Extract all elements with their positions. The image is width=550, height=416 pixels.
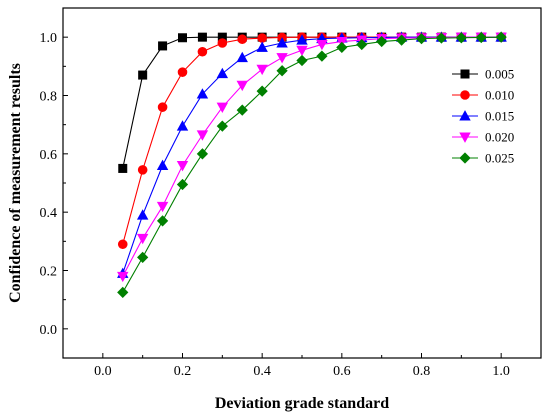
legend-label: 0.015 bbox=[485, 109, 514, 124]
data-point bbox=[137, 251, 149, 263]
legend-marker bbox=[460, 90, 470, 100]
data-point bbox=[216, 120, 228, 132]
data-point bbox=[158, 41, 168, 51]
data-point bbox=[136, 209, 149, 220]
axis-ticks: 0.0 0.2 0.4 0.6 0.8 1.0 0.0 0.2 0.4 0.6 0.8 1.0 bbox=[40, 7, 542, 379]
data-point bbox=[197, 32, 207, 42]
legend-label: 0.010 bbox=[485, 88, 514, 103]
series-0.005 bbox=[118, 32, 506, 173]
series-0.015 bbox=[117, 31, 507, 278]
series-layer bbox=[117, 31, 507, 298]
series-0.025 bbox=[117, 31, 507, 298]
legend-marker bbox=[460, 69, 470, 79]
data-point bbox=[276, 65, 288, 77]
legend-entry: 0.025 bbox=[452, 151, 514, 166]
data-point bbox=[196, 130, 209, 141]
y-tick-label: 0.4 bbox=[40, 206, 58, 221]
data-point bbox=[236, 51, 248, 63]
data-point bbox=[217, 38, 228, 48]
data-point bbox=[156, 159, 169, 170]
legend-entry: 0.010 bbox=[452, 88, 514, 103]
legend-marker bbox=[459, 132, 471, 143]
x-tick-label: 0.4 bbox=[253, 364, 271, 379]
data-point bbox=[156, 201, 169, 213]
data-point bbox=[395, 34, 408, 46]
legend-label: 0.005 bbox=[485, 67, 514, 82]
data-point bbox=[136, 233, 149, 245]
data-point bbox=[296, 45, 308, 57]
data-point bbox=[157, 102, 168, 112]
data-point bbox=[196, 88, 209, 99]
data-point bbox=[118, 163, 128, 173]
y-axis-label: Confidence of measurement results bbox=[7, 63, 24, 303]
data-point bbox=[276, 37, 288, 48]
legend-entry: 0.015 bbox=[452, 109, 514, 124]
data-point bbox=[117, 271, 129, 283]
x-tick-label: 0.8 bbox=[413, 364, 431, 379]
series-line bbox=[122, 36, 502, 169]
data-point bbox=[177, 67, 188, 77]
data-point bbox=[156, 215, 169, 227]
data-point bbox=[276, 53, 288, 64]
data-point bbox=[455, 32, 467, 44]
data-point bbox=[495, 31, 507, 43]
data-point bbox=[236, 104, 248, 116]
data-point bbox=[137, 165, 148, 175]
data-point bbox=[176, 161, 189, 172]
data-point bbox=[435, 32, 448, 44]
data-point bbox=[475, 31, 487, 44]
y-tick-label: 0.6 bbox=[40, 148, 58, 163]
series-line bbox=[122, 36, 502, 245]
y-tick-label: 0.2 bbox=[40, 265, 58, 280]
y-tick-label: 0.0 bbox=[40, 323, 58, 338]
x-tick-label: 0.6 bbox=[333, 364, 351, 379]
x-axis-label: Deviation grade standard bbox=[215, 395, 389, 412]
data-point bbox=[296, 34, 308, 45]
legend-entry: 0.020 bbox=[452, 130, 514, 145]
legend-label: 0.025 bbox=[485, 151, 514, 166]
data-point bbox=[117, 286, 129, 298]
data-point bbox=[296, 54, 308, 67]
y-tick-label: 1.0 bbox=[40, 31, 58, 46]
series-0.010 bbox=[117, 32, 506, 250]
legend-entry: 0.005 bbox=[452, 67, 514, 82]
y-tick-label: 0.8 bbox=[40, 90, 58, 105]
legend: 0.005 0.010 0.015 0.020 0.025 bbox=[452, 67, 514, 166]
data-point bbox=[216, 102, 229, 113]
data-point bbox=[236, 80, 248, 92]
legend-label: 0.020 bbox=[485, 130, 514, 145]
series-0.020 bbox=[117, 32, 507, 283]
data-point bbox=[237, 34, 248, 45]
data-point bbox=[176, 178, 189, 191]
data-point bbox=[176, 120, 189, 131]
data-point bbox=[196, 148, 209, 160]
data-point bbox=[356, 38, 368, 51]
x-tick-label: 0.2 bbox=[174, 364, 192, 379]
data-point bbox=[316, 39, 328, 51]
x-tick-label: 0.0 bbox=[94, 364, 112, 379]
data-point bbox=[316, 50, 328, 62]
legend-marker bbox=[459, 110, 471, 121]
data-point bbox=[256, 41, 268, 52]
data-point bbox=[256, 64, 268, 76]
data-point bbox=[197, 46, 208, 57]
data-point bbox=[376, 35, 388, 48]
data-point bbox=[117, 239, 128, 250]
data-point bbox=[256, 85, 268, 97]
data-point bbox=[257, 33, 267, 43]
data-point bbox=[178, 33, 188, 43]
legend-marker bbox=[459, 152, 471, 164]
data-point bbox=[216, 67, 229, 79]
x-tick-label: 1.0 bbox=[492, 364, 510, 379]
data-point bbox=[415, 33, 428, 45]
data-point bbox=[138, 70, 148, 80]
data-point bbox=[336, 41, 348, 53]
